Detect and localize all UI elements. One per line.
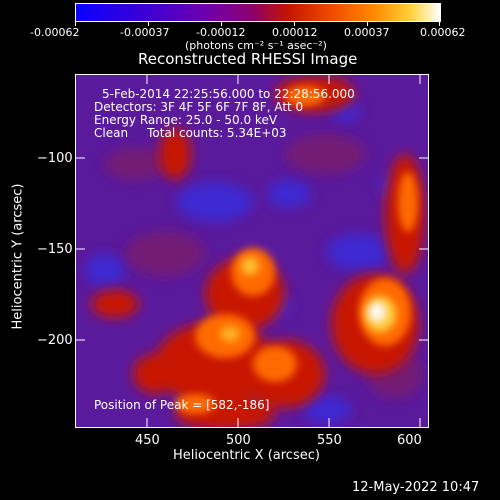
y-tick-label: −150 [37,242,73,257]
x-tick-label: 450 [135,433,160,448]
x-axis-label: Heliocentric X (arcsec) [173,448,320,463]
colorbar-tick-label: 0.00037 [344,26,390,39]
y-tick-label: −100 [37,151,73,166]
colorbar-unit-label: (photons cm⁻² s⁻¹ asec⁻²) [185,39,327,52]
colorbar-tick-label: -0.00012 [196,26,246,39]
y-ticks [75,157,429,341]
info-time-range: 5-Feb-2014 22:25:56.000 to 22:28:56.000 [102,87,355,101]
colorbar-tick-label: 0.00012 [272,26,318,39]
info-energy-range: Energy Range: 25.0 - 50.0 keV [94,113,278,127]
peak-position-label: Position of Peak = [582,-186] [94,398,270,412]
y-axis-label: Heliocentric Y (arcsec) [10,183,26,330]
footer-date: 12-May-2022 10:47 [352,480,480,495]
rhessi-image [75,74,429,428]
x-tick-label: 500 [226,433,251,448]
info-detectors: Detectors: 3F 4F 5F 6F 7F 8F, Att 0 [94,100,304,114]
x-tick-label: 550 [317,433,342,448]
plot-title: Reconstructed RHESSI Image [138,50,358,68]
x-tick-label: 600 [397,433,422,448]
info-clean-counts: Clean Total counts: 5.34E+03 [94,126,287,140]
colorbar [75,3,441,22]
x-ticks [146,74,421,428]
colorbar-tick-label: 0.00062 [420,26,466,39]
colorbar-ticks [75,21,440,26]
y-tick-label: −200 [37,333,73,348]
colorbar-tick-label: -0.00037 [120,26,170,39]
colorbar-tick-label: -0.00062 [30,26,80,39]
